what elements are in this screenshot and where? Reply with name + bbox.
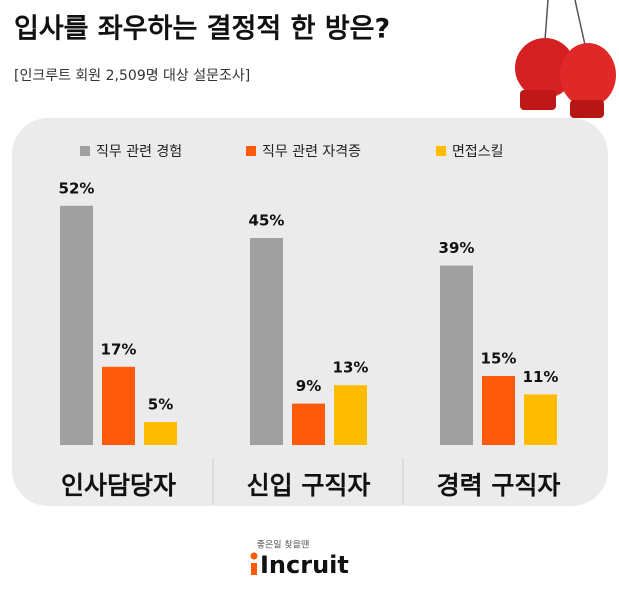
bar: [440, 265, 473, 445]
value-label: 52%: [59, 179, 95, 197]
bar: [60, 205, 93, 445]
legend-label: 직무 관련 경험: [96, 144, 182, 160]
value-label: 9%: [296, 377, 321, 395]
legend-swatch: [80, 146, 90, 156]
bar: [102, 366, 135, 445]
category-label: 경력 구직자: [437, 471, 561, 500]
chart-title: 입사를 좌우하는 결정적 한 방은?: [14, 14, 390, 45]
value-label: 11%: [523, 368, 559, 386]
bar: [482, 376, 515, 445]
logo-text: Incruit: [260, 551, 349, 579]
bar: [524, 394, 557, 445]
value-label: 39%: [439, 239, 475, 257]
value-label: 13%: [333, 359, 369, 377]
legend-label: 면접스킬: [452, 144, 504, 160]
bar: [144, 422, 177, 445]
chart-subtitle: [인크루트 회원 2,509명 대상 설문조사]: [14, 68, 250, 84]
category-label: 신입 구직자: [247, 471, 371, 500]
logo-tagline: 좋은일 찾을땐: [257, 540, 310, 551]
value-label: 5%: [148, 396, 173, 414]
bar: [334, 385, 367, 445]
bar: [292, 403, 325, 445]
category-label: 인사담당자: [61, 471, 176, 500]
legend-swatch: [246, 146, 256, 156]
value-label: 15%: [481, 350, 517, 368]
boxing-gloves: [515, 0, 616, 118]
value-label: 45%: [249, 212, 285, 230]
legend-label: 직무 관련 자격증: [262, 144, 361, 160]
legend-swatch: [436, 146, 446, 156]
panel: [12, 118, 608, 506]
value-label: 17%: [101, 340, 137, 358]
bar: [250, 238, 283, 445]
logo: 좋은일 찾을땐 Incruit: [250, 540, 349, 579]
